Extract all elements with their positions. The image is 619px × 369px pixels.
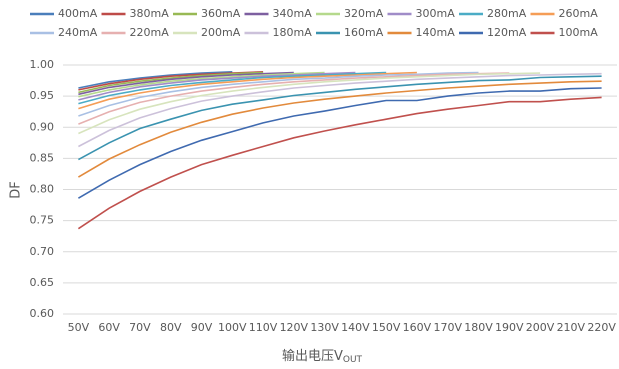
y-tick-label: 0.90 [30,120,55,133]
series-line [78,71,479,117]
series-line [78,71,356,101]
legend-label: 320mA [344,7,384,20]
x-tick-label: 170V [433,321,462,334]
y-tick-label: 1.00 [30,58,55,71]
x-tick-label: 90V [191,321,213,334]
series-line [78,72,602,148]
legend-label: 360mA [201,7,241,20]
legend-label: 400mA [58,7,98,20]
y-tick-label: 0.95 [30,89,55,102]
legend-label: 160mA [344,26,384,39]
y-tick-label: 0.80 [30,183,55,196]
legend-label: 260mA [559,7,599,20]
x-tick-label: 150V [372,321,401,334]
x-tick-label: 130V [310,321,339,334]
series-line [77,80,602,178]
series-line [78,72,510,125]
x-tick-label: 210V [557,321,586,334]
legend-label: 280mA [487,7,527,20]
x-tick-label: 80V [160,321,182,334]
y-tick-label: 0.60 [30,307,55,320]
series-line [78,71,294,96]
x-axis-label-sub: OUT [343,355,363,365]
x-tick-label: 50V [68,321,90,334]
legend-label: 140mA [416,26,456,39]
series-line [78,71,264,94]
x-tick-label: 200V [526,321,555,334]
y-tick-label: 0.75 [30,214,55,227]
y-tick-label: 0.85 [30,151,55,164]
legend-label: 240mA [58,26,98,39]
x-tick-label: 220V [587,321,616,334]
series-line [78,75,602,161]
series-line [78,71,325,98]
legend-label: 220mA [130,26,170,39]
series-line [78,72,541,135]
x-tick-label: 120V [280,321,309,334]
x-axis-label-main: 输出电压V [282,348,343,364]
x-tick-label: 140V [341,321,370,334]
x-tick-label: 110V [249,321,278,334]
series-line [78,71,387,105]
x-tick-label: 180V [464,321,493,334]
y-tick-label: 0.70 [30,245,55,258]
x-tick-label: 100V [218,321,247,334]
series-line [78,71,417,110]
x-tick-label: 160V [403,321,432,334]
series-line [78,71,233,89]
legend-label: 340mA [273,7,313,20]
x-tick-label: 70V [129,321,151,334]
y-tick-label: 0.65 [30,276,55,289]
series-line [77,96,602,230]
legend-label: 380mA [130,7,170,20]
legend-label: 100mA [559,26,599,39]
legend-label: 120mA [487,26,527,39]
series-line [77,87,602,199]
legend-label: 200mA [201,26,241,39]
x-tick-label: 190V [495,321,524,334]
legend-label: 180mA [273,26,313,39]
y-axis-label: DF [9,181,24,199]
x-axis-label: 输出电压VOUT [282,348,363,365]
x-tick-label: 60V [98,321,120,334]
legend-label: 300mA [416,7,456,20]
